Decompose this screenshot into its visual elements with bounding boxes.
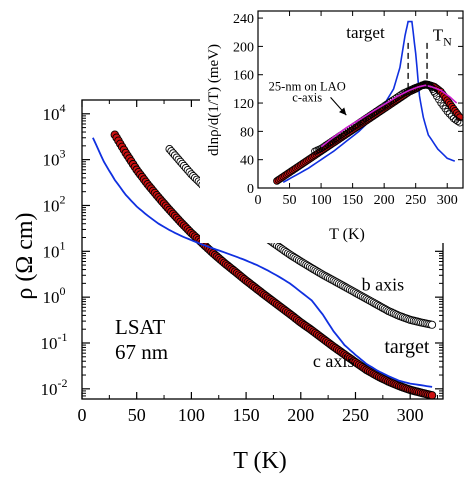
tn-label-main: T <box>433 26 444 45</box>
inset-y-axis-label: dlnρ/d(1/T) (meV) <box>206 44 222 156</box>
inset-y-tick-label: 40 <box>240 154 254 169</box>
inset-target-label: target <box>346 23 385 42</box>
y-tick-base: 10 <box>43 196 60 215</box>
inset-x-tick-label: 50 <box>283 193 297 208</box>
inset-b-axis-point <box>397 90 405 99</box>
inset-x-tick-label: 200 <box>374 193 395 208</box>
x-tick-label: 250 <box>342 405 369 425</box>
series-label: c axis <box>313 351 354 371</box>
y-tick-label: 10-1 <box>41 330 68 353</box>
y-tick-label: 101 <box>43 238 66 261</box>
target-line <box>92 137 433 388</box>
y-tick-base: 10 <box>43 242 60 261</box>
lao-arrow-head <box>339 107 347 116</box>
inset-b-axis-point <box>454 117 462 126</box>
lao-label-line2: c-axis <box>292 91 322 105</box>
tn-label: TN <box>433 26 452 49</box>
x-tick-label: 100 <box>178 405 205 425</box>
inset-x-tick-label: 100 <box>311 193 332 208</box>
y-tick-exponent: 2 <box>60 192 66 206</box>
b-axis-point <box>428 320 437 329</box>
inset-background <box>200 0 467 243</box>
inset-target-line <box>282 20 456 184</box>
y-tick-exponent: -1 <box>58 330 68 344</box>
inset-x-tick-label: 300 <box>437 193 458 208</box>
inset-axis-ticks: 0 50 100 150 200 250 300 0 40 80 120 160 200 240 <box>233 11 463 208</box>
inset-b-axis-point <box>428 85 437 93</box>
sample-label: LSAT <box>115 315 165 339</box>
inset-chart: 0 50 100 150 200 250 300 0 40 80 120 160 200 240 targ… <box>200 0 467 243</box>
x-tick-label: 300 <box>397 405 424 425</box>
y-tick-exponent: 0 <box>60 284 66 298</box>
inset-plot-frame <box>257 10 464 189</box>
inset-y-tick-label: 200 <box>233 40 254 55</box>
main-x-axis-label: T (K) <box>233 448 287 474</box>
y-tick-label: 102 <box>43 192 66 215</box>
inset-x-tick-label: 150 <box>342 193 363 208</box>
lao-label-line1: 25-nm on LAO <box>269 79 346 93</box>
x-tick-label: 150 <box>233 405 260 425</box>
inset-y-tick-label: 80 <box>240 125 254 140</box>
main-series-labels: b axis c axis target <box>313 274 430 371</box>
y-tick-base: 10 <box>43 105 60 124</box>
inset-x-axis-label: T (K) <box>329 226 365 243</box>
inset-plot-data <box>273 20 464 185</box>
y-tick-label: 10-2 <box>41 376 68 399</box>
tn-label-subscript: N <box>443 35 452 49</box>
y-tick-exponent: -2 <box>58 376 68 390</box>
thickness-label: 67 nm <box>115 340 168 364</box>
y-tick-label: 100 <box>43 284 66 307</box>
x-tick-label: 0 <box>78 405 87 425</box>
inset-x-tick-label: 250 <box>405 193 426 208</box>
y-tick-base: 10 <box>43 288 60 307</box>
y-tick-exponent: 4 <box>60 101 66 115</box>
y-tick-label: 103 <box>43 147 66 170</box>
y-tick-label: 104 <box>43 101 66 124</box>
inset-b-axis-point <box>447 112 456 120</box>
inset-y-tick-label: 0 <box>247 182 254 197</box>
inset-lao-line <box>320 84 458 148</box>
series-label: b axis <box>362 274 405 294</box>
inset-y-tick-label: 160 <box>233 69 254 84</box>
main-y-axis-label: ρ (Ω cm) <box>12 212 38 299</box>
series-label: target <box>384 336 430 358</box>
x-tick-label: 200 <box>287 405 314 425</box>
inset-x-tick-label: 0 <box>255 193 262 208</box>
inset-b-axis-point <box>445 110 453 118</box>
y-tick-base: 10 <box>41 334 58 353</box>
y-tick-base: 10 <box>43 151 60 170</box>
inset-y-tick-label: 120 <box>233 97 254 112</box>
x-tick-label: 50 <box>128 405 146 425</box>
c-axis-point <box>427 391 437 400</box>
inset-b-axis-point <box>443 107 451 116</box>
inset-y-tick-label: 240 <box>233 12 254 27</box>
y-tick-exponent: 1 <box>60 238 66 252</box>
y-tick-exponent: 3 <box>60 147 66 161</box>
y-tick-base: 10 <box>41 380 58 399</box>
